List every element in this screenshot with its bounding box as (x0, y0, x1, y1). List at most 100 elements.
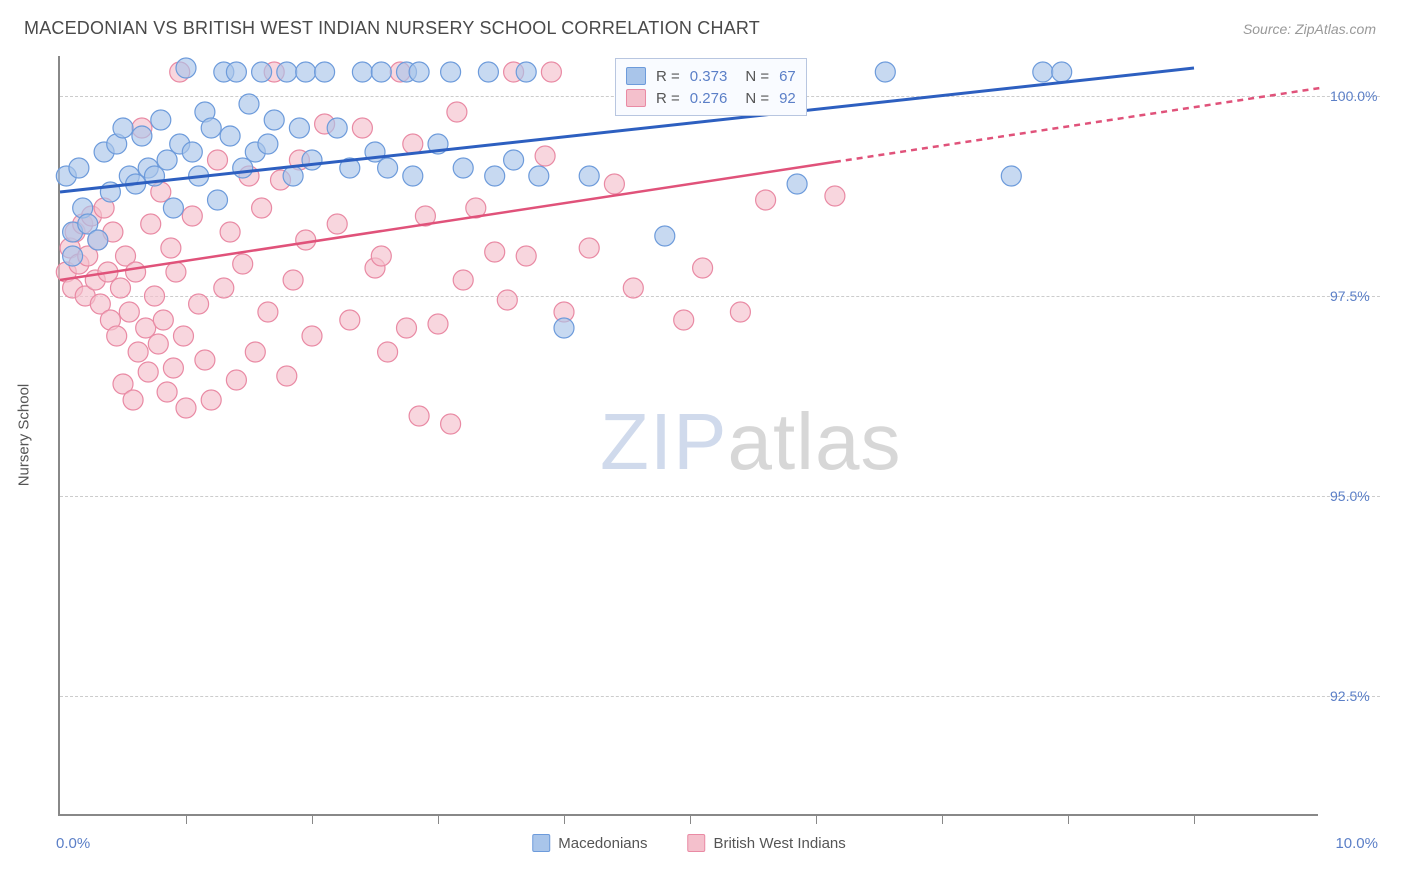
y-tick-label: 100.0% (1330, 88, 1377, 104)
scatter-point (214, 278, 234, 298)
scatter-point (226, 370, 246, 390)
scatter-point (264, 110, 284, 130)
scatter-point (182, 142, 202, 162)
corr-swatch (626, 89, 646, 107)
scatter-point (148, 334, 168, 354)
scatter-point (693, 258, 713, 278)
chart-header: MACEDONIAN VS BRITISH WEST INDIAN NURSER… (0, 0, 1406, 49)
correlation-box: R = 0.373N = 67R = 0.276N = 92 (615, 58, 807, 116)
plot-area: Nursery School 92.5%95.0%97.5%100.0% ZIP… (58, 56, 1318, 816)
scatter-point (107, 326, 127, 346)
scatter-point (441, 62, 461, 82)
scatter-point (302, 326, 322, 346)
scatter-point (119, 302, 139, 322)
scatter-point (453, 270, 473, 290)
scatter-point (447, 102, 467, 122)
scatter-point (258, 302, 278, 322)
scatter-point (126, 262, 146, 282)
scatter-point (252, 198, 272, 218)
scatter-point (138, 362, 158, 382)
scatter-point (504, 150, 524, 170)
scatter-point (161, 238, 181, 258)
scatter-point (1033, 62, 1053, 82)
plot-container: Nursery School 92.5%95.0%97.5%100.0% ZIP… (58, 56, 1318, 816)
scatter-point (195, 350, 215, 370)
scatter-point (579, 166, 599, 186)
scatter-point (403, 166, 423, 186)
scatter-point (69, 158, 89, 178)
scatter-point (157, 382, 177, 402)
x-axis-max-label: 10.0% (1335, 835, 1378, 852)
scatter-point (535, 146, 555, 166)
scatter-point (478, 62, 498, 82)
scatter-point (151, 110, 171, 130)
scatter-point (88, 230, 108, 250)
scatter-point (201, 118, 221, 138)
scatter-point (173, 326, 193, 346)
corr-r-label: R = (656, 68, 680, 85)
scatter-point (296, 230, 316, 250)
scatter-point (497, 290, 517, 310)
corr-r-value: 0.276 (690, 90, 728, 107)
scatter-point (296, 62, 316, 82)
legend-item: British West Indians (687, 834, 845, 852)
scatter-point (409, 62, 429, 82)
legend-bottom: Macedonians British West Indians (532, 834, 846, 852)
scatter-point (289, 118, 309, 138)
scatter-point (623, 278, 643, 298)
scatter-point (208, 190, 228, 210)
scatter-point (730, 302, 750, 322)
scatter-point (441, 414, 461, 434)
scatter-point (182, 206, 202, 226)
scatter-point (541, 62, 561, 82)
scatter-point (233, 254, 253, 274)
y-axis-title: Nursery School (16, 384, 33, 487)
x-axis-min-label: 0.0% (56, 835, 90, 852)
scatter-point (245, 342, 265, 362)
y-tick-label: 92.5% (1330, 688, 1370, 704)
scatter-point (403, 134, 423, 154)
scatter-point (1052, 62, 1072, 82)
scatter-point (189, 294, 209, 314)
y-tick-label: 97.5% (1330, 288, 1370, 304)
scatter-point (141, 214, 161, 234)
scatter-point (428, 314, 448, 334)
scatter-point (371, 246, 391, 266)
scatter-point (516, 246, 536, 266)
corr-n-label: N = (745, 68, 769, 85)
legend-label: British West Indians (713, 835, 845, 852)
scatter-point (176, 398, 196, 418)
scatter-point (516, 62, 536, 82)
scatter-point (315, 62, 335, 82)
scatter-point (258, 134, 278, 154)
scatter-point (277, 366, 297, 386)
scatter-point (554, 318, 574, 338)
scatter-point (655, 226, 675, 246)
corr-row: R = 0.276N = 92 (626, 87, 796, 109)
scatter-point (875, 62, 895, 82)
scatter-point (145, 286, 165, 306)
legend-item: Macedonians (532, 834, 647, 852)
scatter-point (163, 198, 183, 218)
corr-r-value: 0.373 (690, 68, 728, 85)
scatter-point (233, 158, 253, 178)
source-value: ZipAtlas.com (1295, 21, 1376, 37)
scatter-point (132, 126, 152, 146)
legend-label: Macedonians (558, 835, 647, 852)
source-label: Source: (1243, 21, 1291, 37)
scatter-point (327, 214, 347, 234)
corr-n-label: N = (745, 90, 769, 107)
scatter-point (378, 158, 398, 178)
scatter-point (176, 58, 196, 78)
scatter-point (283, 166, 303, 186)
scatter-point (327, 118, 347, 138)
scatter-point (340, 310, 360, 330)
scatter-point (128, 342, 148, 362)
scatter-point (397, 318, 417, 338)
chart-title: MACEDONIAN VS BRITISH WEST INDIAN NURSER… (24, 18, 760, 39)
corr-r-label: R = (656, 90, 680, 107)
scatter-point (378, 342, 398, 362)
scatter-point (409, 406, 429, 426)
scatter-point (63, 246, 83, 266)
scatter-point (1001, 166, 1021, 186)
